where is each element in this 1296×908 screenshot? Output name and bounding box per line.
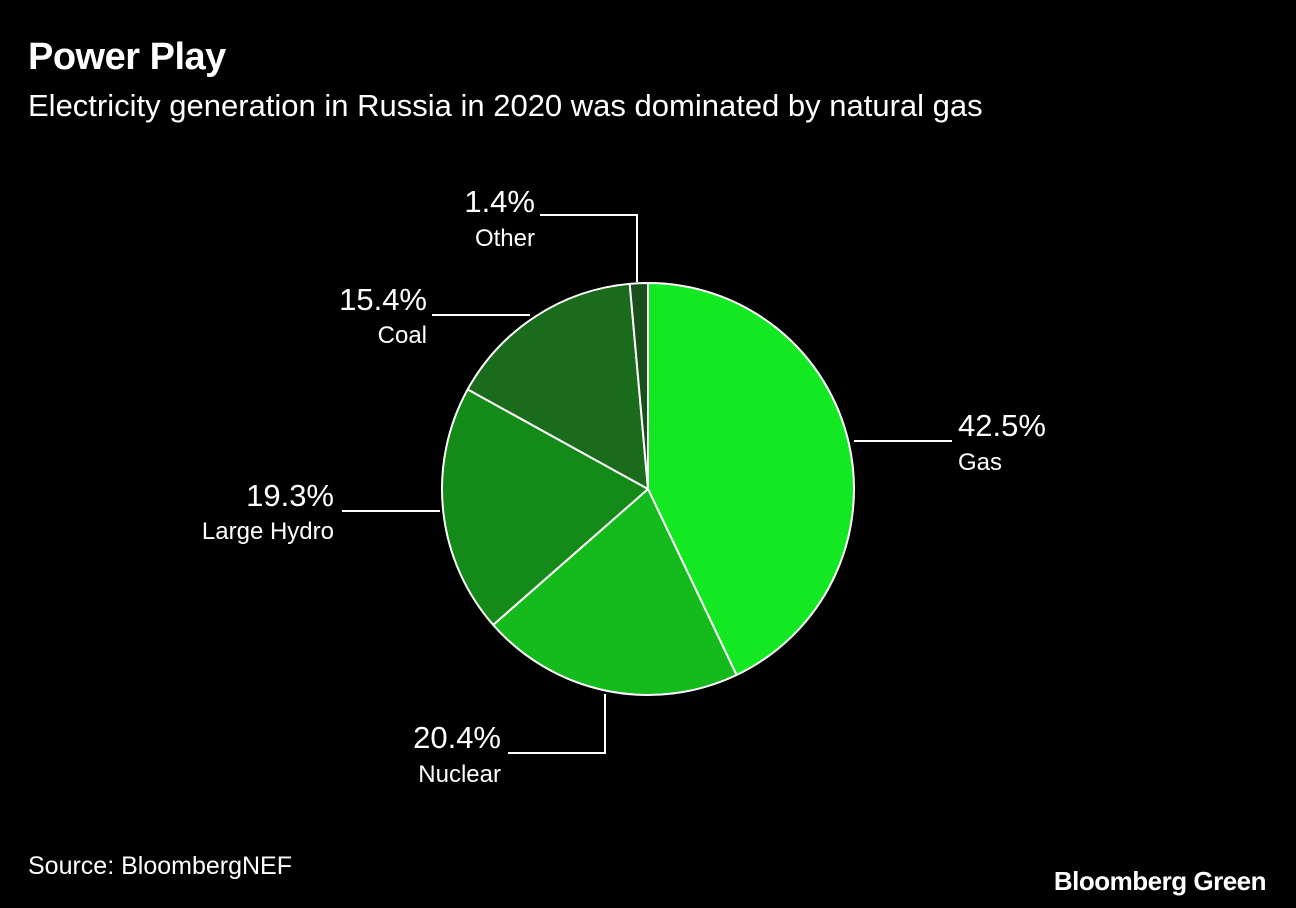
slice-category-label: Large Hydro — [202, 518, 334, 545]
leader-line-nuclear — [508, 694, 606, 754]
brand-logo: Bloomberg Green — [1053, 866, 1267, 896]
pie-slices — [441, 281, 855, 696]
slice-category-label: Nuclear — [418, 761, 501, 788]
pie-slice-nuclear — [492, 488, 738, 696]
pie-slice-coal — [466, 282, 649, 490]
slice-percent-label: 1.4% — [464, 184, 535, 219]
slice-category-label: Coal — [378, 322, 427, 349]
leader-lines — [342, 214, 952, 754]
slice-category-label: Gas — [958, 449, 1002, 476]
pie-slice-other — [628, 281, 649, 490]
source-note: Source: BloombergNEF — [28, 852, 293, 880]
slice-percent-label: 15.4% — [339, 282, 427, 317]
pie-slice-large-hydro — [441, 388, 649, 626]
slice-percent-label: 42.5% — [958, 408, 1046, 443]
chart-title: Power Play — [28, 36, 226, 78]
leader-line-other — [540, 214, 638, 282]
chart-subtitle: Electricity generation in Russia in 2020… — [28, 88, 983, 123]
slice-percent-label: 19.3% — [246, 478, 334, 513]
slice-labels: 42.5% Gas 20.4% Nuclear 19.3% Large Hydro 15.4… — [202, 184, 1046, 788]
pie-slice-gas — [647, 282, 855, 676]
slice-category-label: Other — [475, 225, 535, 252]
slice-percent-label: 20.4% — [413, 720, 501, 755]
